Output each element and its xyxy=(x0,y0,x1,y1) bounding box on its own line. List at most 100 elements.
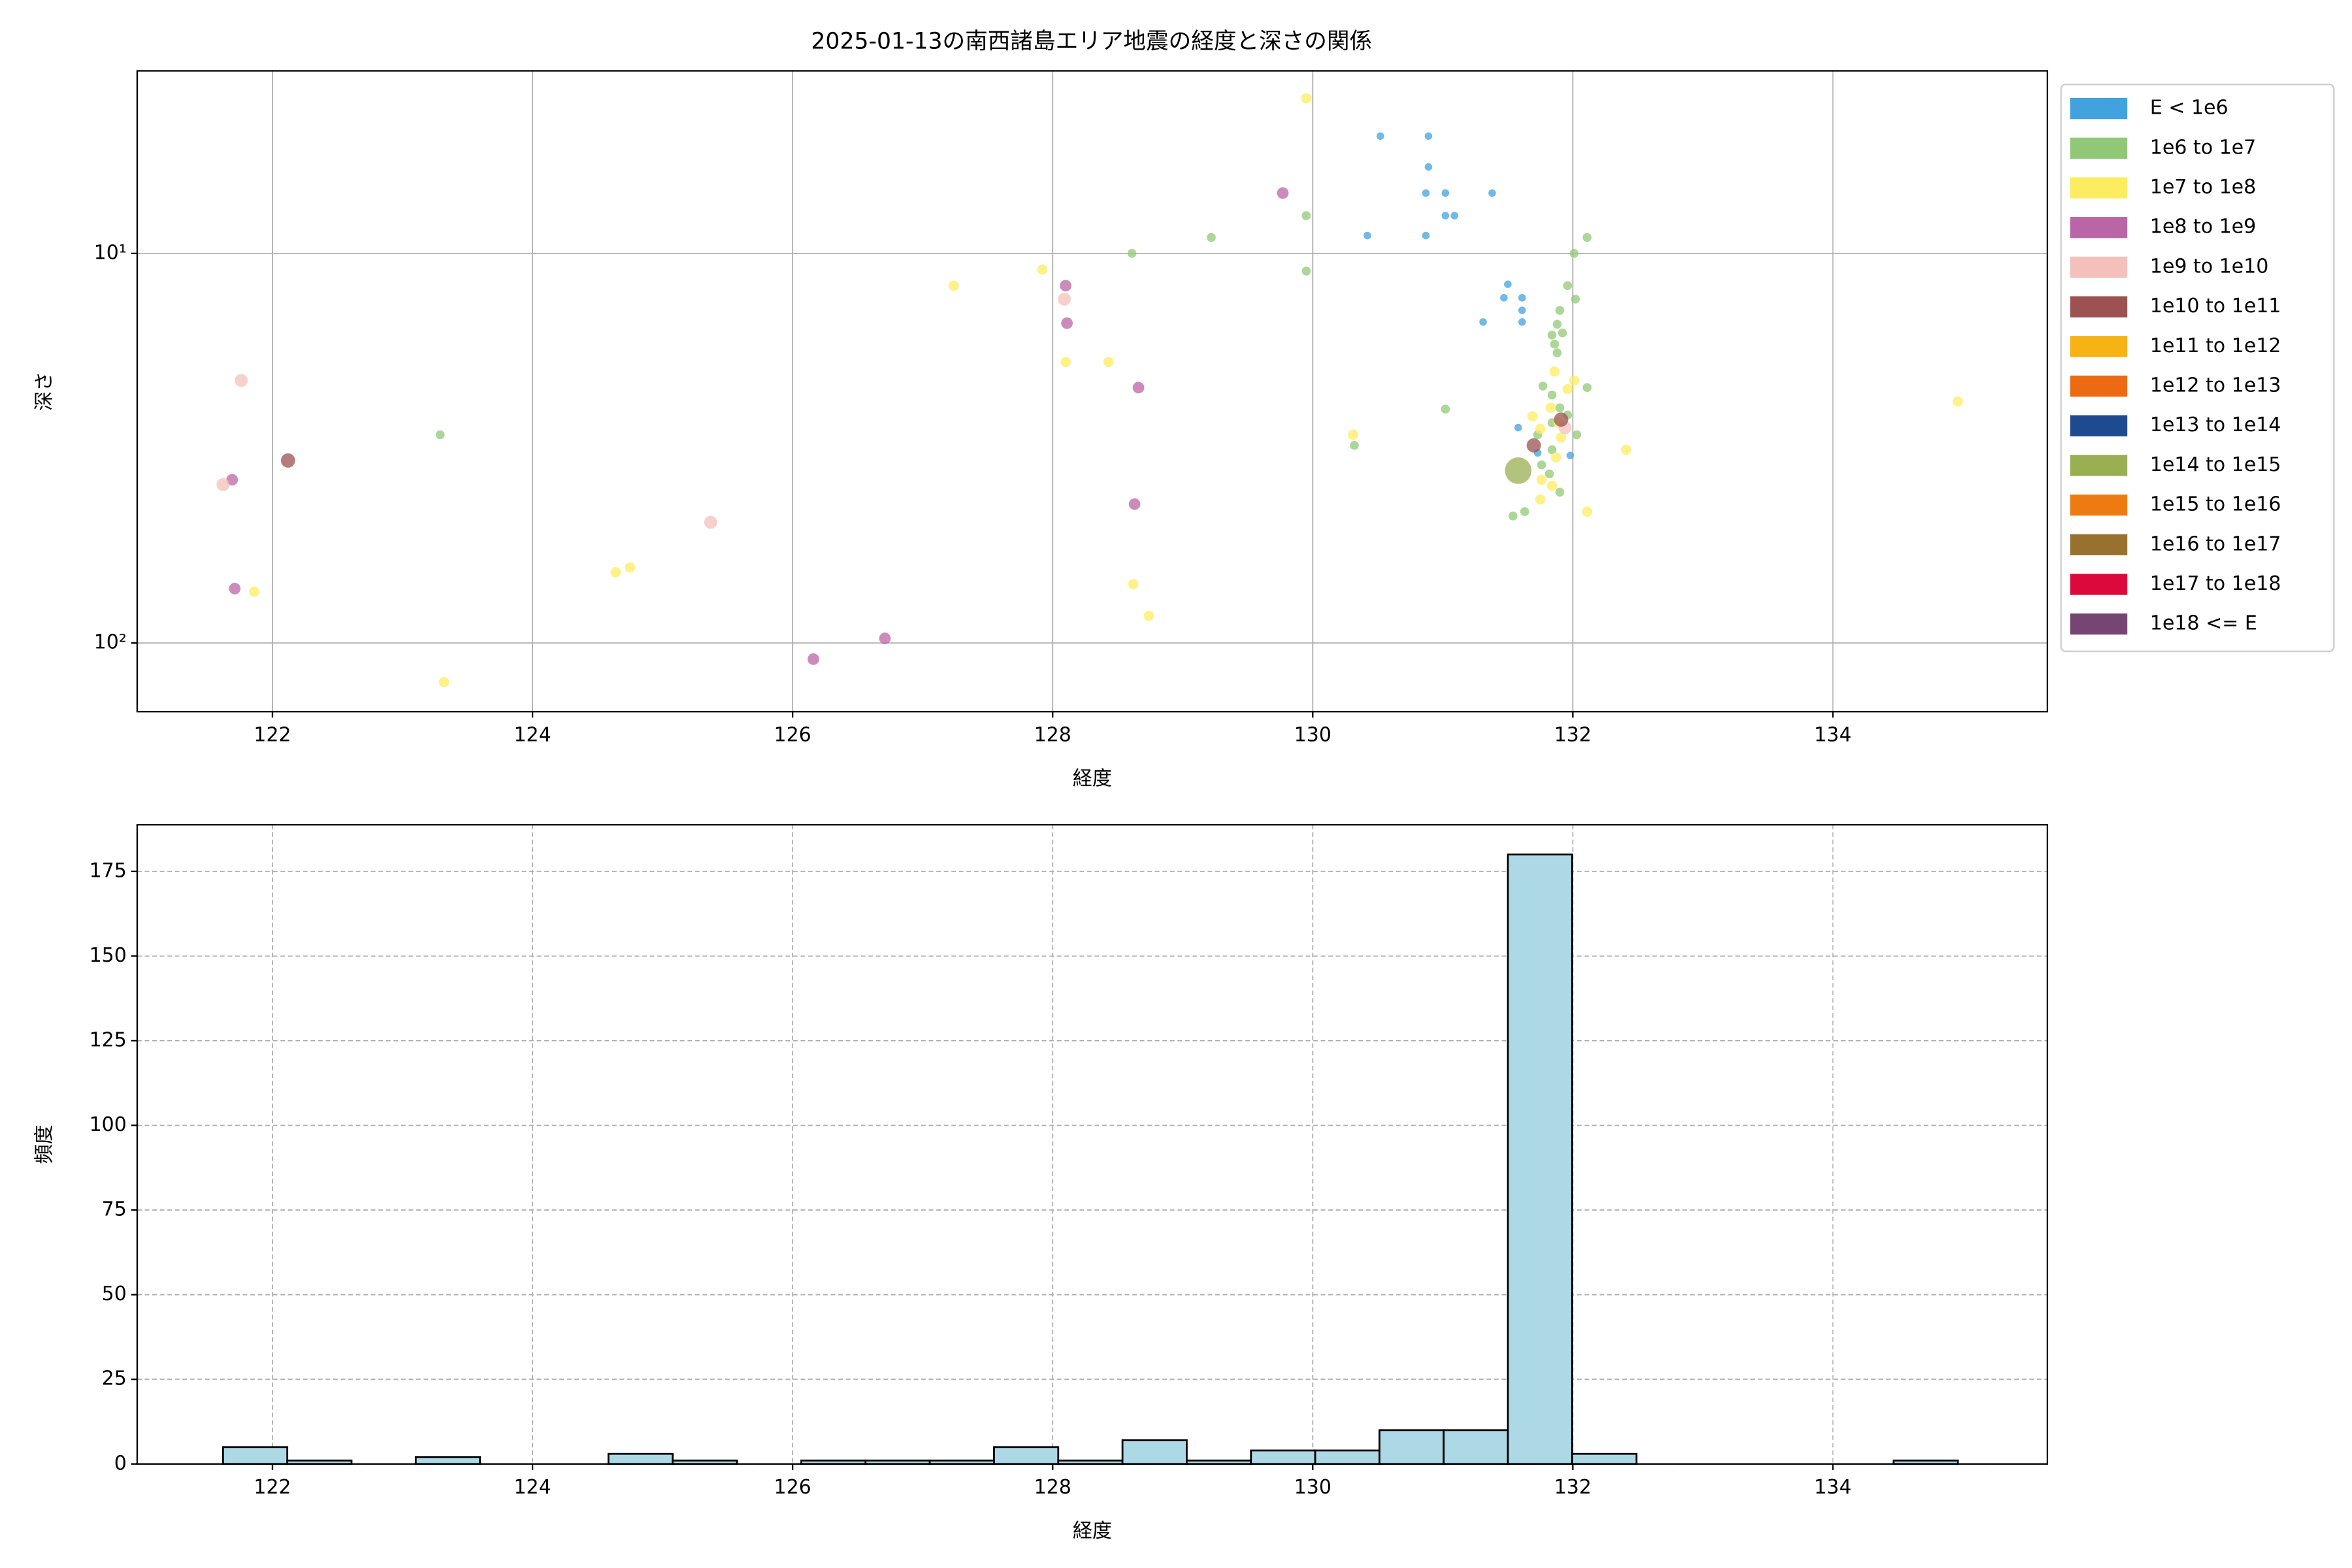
scatter-point xyxy=(1572,430,1582,440)
histogram-bar xyxy=(221,1446,289,1465)
scatter-point xyxy=(1571,294,1580,304)
scatter-point xyxy=(1060,280,1072,292)
scatter-point xyxy=(1550,340,1560,349)
legend-swatch xyxy=(2070,296,2128,318)
scatter-point xyxy=(1514,423,1522,432)
legend-swatch xyxy=(2070,137,2128,159)
scatter-point xyxy=(1127,249,1137,258)
scatter-point xyxy=(1037,264,1048,275)
scatter-point xyxy=(1538,382,1548,391)
y-tick-label: 25 xyxy=(102,1367,127,1390)
legend-label: 1e14 to 1e15 xyxy=(2150,453,2281,476)
scatter-point xyxy=(1207,233,1216,242)
scatter-point xyxy=(249,586,259,597)
scatter-point xyxy=(226,474,238,486)
histogram-bar xyxy=(607,1452,674,1465)
scatter-point xyxy=(1582,506,1593,517)
scatter-point xyxy=(1569,375,1580,386)
x-tick-label: 122 xyxy=(253,1476,291,1499)
scatter-point xyxy=(704,515,717,529)
legend-label: 1e18 <= E xyxy=(2150,612,2257,635)
y-tick-label: 50 xyxy=(102,1282,127,1305)
scatter-point xyxy=(1545,402,1556,413)
scatter-point xyxy=(235,374,248,387)
legend-label: 1e17 to 1e18 xyxy=(2150,572,2281,595)
scatter-point xyxy=(1536,474,1547,485)
histogram-bar xyxy=(1121,1439,1188,1465)
scatter-point xyxy=(1556,432,1567,443)
scatter-point xyxy=(1441,189,1450,197)
scatter-point xyxy=(1301,211,1311,220)
legend-label: 1e10 to 1e11 xyxy=(2150,295,2281,318)
scatter-point xyxy=(1060,357,1071,367)
scatter-point xyxy=(1348,429,1358,440)
legend-label: 1e6 to 1e7 xyxy=(2150,136,2256,159)
plot-frame xyxy=(136,70,2048,713)
scatter-point xyxy=(1546,480,1558,491)
scatter-point xyxy=(1582,233,1592,242)
histogram-bar xyxy=(1443,1429,1509,1465)
x-tick-label: 134 xyxy=(1814,1476,1852,1499)
legend-label: 1e7 to 1e8 xyxy=(2150,176,2256,199)
scatter-point xyxy=(949,280,959,291)
y-tick-label: 175 xyxy=(90,859,127,882)
scatter-point xyxy=(1547,331,1557,340)
scatter-point xyxy=(1143,610,1154,621)
scatter-point xyxy=(1061,317,1073,329)
legend-label: 1e15 to 1e16 xyxy=(2150,493,2281,516)
scatter-point xyxy=(1518,294,1526,302)
legend-label: 1e13 to 1e14 xyxy=(2150,414,2281,436)
x-tick-label: 130 xyxy=(1294,1476,1331,1499)
legend-label: 1e8 to 1e9 xyxy=(2150,216,2256,238)
legend-swatch xyxy=(2070,574,2128,595)
scatter-point xyxy=(1552,348,1562,357)
scatter-point xyxy=(1132,382,1145,394)
x-tick-label: 126 xyxy=(774,1476,811,1499)
legend-swatch xyxy=(2070,177,2128,199)
x-tick-label: 124 xyxy=(514,724,551,747)
scatter-point xyxy=(808,653,819,665)
histogram-bar xyxy=(993,1446,1060,1465)
scatter-point xyxy=(879,632,891,645)
legend-label: 1e9 to 1e10 xyxy=(2150,255,2269,278)
scatter-point xyxy=(1952,396,1963,407)
legend-swatch xyxy=(2070,534,2128,555)
scatter-point xyxy=(1364,231,1371,240)
histogram-bar xyxy=(1379,1429,1445,1465)
scatter-point xyxy=(1450,212,1459,220)
legend-swatch xyxy=(2070,217,2128,238)
x-tick-label: 124 xyxy=(514,1476,551,1499)
scatter-point xyxy=(1505,457,1532,484)
scatter-point xyxy=(216,478,230,491)
scatter-point xyxy=(1103,357,1114,367)
x-tick-label: 132 xyxy=(1554,724,1592,747)
scatter-point xyxy=(1504,280,1512,288)
scatter-point xyxy=(1527,411,1538,422)
scatter-point xyxy=(280,453,295,468)
scatter-point xyxy=(1535,494,1546,505)
scatter-point xyxy=(1518,306,1526,314)
x-axis-label: 経度 xyxy=(1073,1520,1112,1543)
scatter-point xyxy=(1479,318,1487,326)
y-axis-label: 頻度 xyxy=(33,1125,56,1164)
scatter-point xyxy=(1058,292,1071,306)
legend-label: 1e16 to 1e17 xyxy=(2150,532,2281,555)
scatter-point xyxy=(1422,189,1430,197)
legend-swatch xyxy=(2070,336,2128,357)
scatter-point xyxy=(1526,438,1541,453)
y-tick-label: 75 xyxy=(102,1198,127,1221)
scatter-point xyxy=(1350,440,1359,450)
scatter-point xyxy=(1555,487,1565,497)
x-axis-label: 経度 xyxy=(1073,768,1112,791)
scatter-point xyxy=(1377,132,1384,140)
legend-swatch xyxy=(2070,375,2128,397)
scatter-point xyxy=(1301,267,1311,276)
histogram-bar xyxy=(1250,1449,1316,1465)
y-tick-label: 10² xyxy=(94,631,127,654)
legend-label: 1e12 to 1e13 xyxy=(2150,374,2281,397)
x-tick-label: 126 xyxy=(774,724,811,747)
scatter-point xyxy=(1547,445,1557,455)
histogram-bar xyxy=(1314,1449,1380,1465)
legend-swatch xyxy=(2070,98,2128,120)
scatter-point xyxy=(1555,306,1565,315)
